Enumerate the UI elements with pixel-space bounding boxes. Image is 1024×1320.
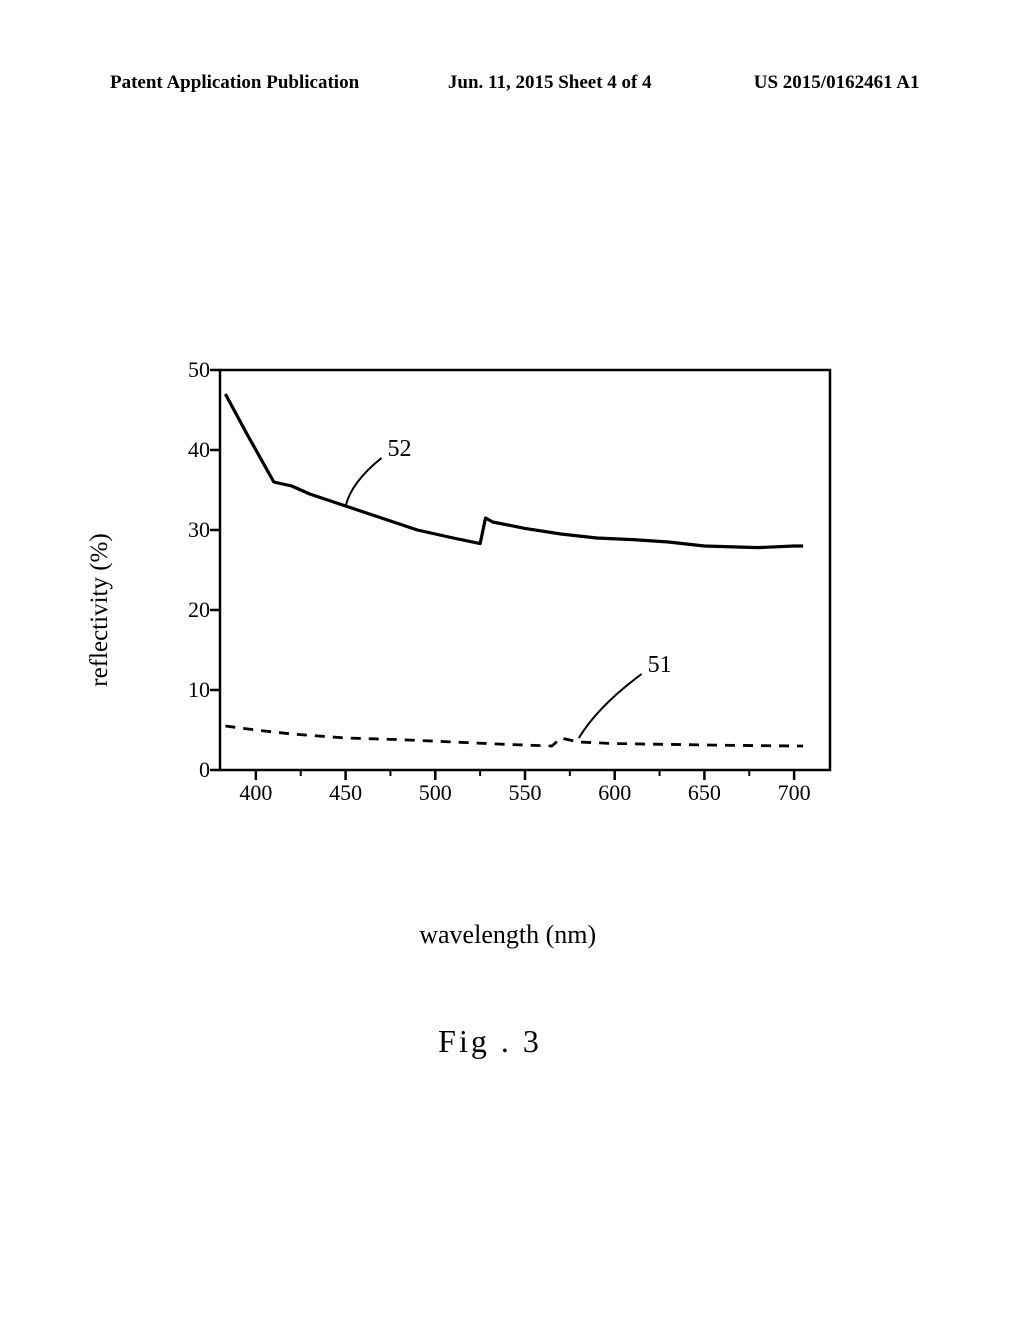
- header-left: Patent Application Publication: [110, 72, 410, 94]
- y-tick-label: 40: [150, 437, 210, 463]
- y-tick-label: 10: [150, 677, 210, 703]
- x-tick-label: 550: [509, 780, 542, 806]
- y-tick-label: 20: [150, 597, 210, 623]
- y-tick-label: 0: [150, 757, 210, 783]
- figure-caption: Fig . 3: [130, 1023, 850, 1060]
- x-tick-label: 400: [239, 780, 272, 806]
- x-tick-label: 500: [419, 780, 452, 806]
- y-tick-label: 50: [150, 357, 210, 383]
- y-axis-label: reflectivity (%): [86, 533, 114, 686]
- chart-svg: 52 51: [130, 360, 850, 860]
- x-tick-label: 650: [688, 780, 721, 806]
- x-tick-label: 450: [329, 780, 362, 806]
- header-center: Jun. 11, 2015 Sheet 4 of 4: [415, 72, 685, 94]
- series-annotation-52: 52: [387, 436, 411, 462]
- header-right: US 2015/0162461 A1: [690, 72, 920, 94]
- x-tick-label: 600: [598, 780, 631, 806]
- page-header: Patent Application Publication Jun. 11, …: [0, 72, 1024, 94]
- reflectivity-chart: reflectivity (%) wavelength (nm) Fig . 3…: [130, 360, 850, 860]
- series-51: [225, 726, 803, 746]
- series-annotation-51: 51: [648, 652, 672, 678]
- y-tick-label: 30: [150, 517, 210, 543]
- series-52: [225, 394, 803, 548]
- x-axis-label: wavelength (nm): [419, 920, 596, 950]
- x-tick-label: 700: [778, 780, 811, 806]
